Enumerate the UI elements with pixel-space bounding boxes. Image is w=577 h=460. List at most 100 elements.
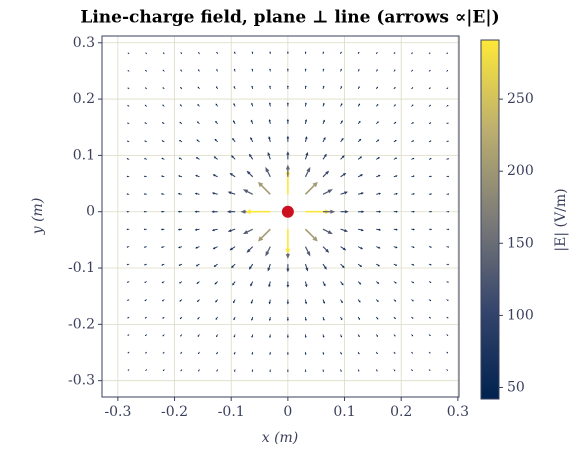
field-arrow (229, 173, 236, 178)
field-arrow (446, 281, 449, 283)
field-arrow (194, 228, 200, 231)
field-arrow (257, 228, 271, 242)
field-arrow (269, 334, 272, 338)
field-arrow (195, 263, 200, 267)
field-arrow (250, 136, 254, 143)
field-arrow (161, 140, 165, 143)
field-arrow (357, 103, 361, 107)
field-arrow (246, 246, 254, 253)
field-arrow (196, 281, 200, 284)
colorbar-tick-label: 100 (507, 307, 534, 323)
field-arrow (357, 156, 363, 160)
field-arrow (340, 191, 348, 195)
field-arrow (197, 103, 200, 107)
field-arrow (446, 299, 449, 301)
field-arrow (393, 351, 396, 354)
field-arrow (322, 334, 325, 338)
field-arrow (251, 369, 254, 372)
field-arrow (428, 281, 432, 284)
field-arrow (286, 135, 290, 142)
field-arrow (211, 228, 218, 232)
y-tick-label: 0.3 (73, 35, 95, 51)
field-arrow (411, 263, 415, 266)
field-arrow (304, 334, 307, 338)
field-arrow (233, 85, 236, 90)
field-arrow (411, 104, 414, 107)
field-arrow (127, 52, 130, 55)
field-arrow (340, 210, 349, 214)
field-arrow (304, 136, 308, 142)
field-arrow (286, 118, 290, 124)
field-arrow (268, 136, 271, 142)
field-arrow (251, 102, 254, 107)
field-arrow (160, 210, 165, 213)
field-arrow (269, 369, 272, 373)
field-arrow (232, 299, 236, 304)
field-arrow (197, 299, 200, 303)
field-arrow (232, 281, 236, 286)
field-arrow (285, 164, 290, 177)
colorbar-tick-label: 250 (507, 91, 534, 107)
field-arrow (145, 87, 148, 90)
field-arrow (428, 193, 432, 196)
field-arrow (179, 104, 183, 107)
field-arrow (393, 316, 396, 320)
field-arrow (127, 334, 130, 336)
field-arrow (195, 246, 200, 249)
field-arrow (215, 334, 218, 338)
field-arrow (446, 175, 450, 178)
field-arrow (393, 263, 398, 266)
field-arrow (393, 281, 397, 284)
y-tick-label: -0.2 (68, 316, 95, 332)
field-arrow (144, 316, 147, 319)
field-arrow (304, 119, 308, 124)
field-arrow (393, 192, 398, 195)
x-axis-label: x (m) (262, 430, 299, 446)
field-arrow (197, 334, 200, 337)
field-arrow (375, 103, 379, 107)
field-arrow (180, 334, 183, 337)
field-arrow (194, 210, 200, 213)
field-arrow (145, 334, 148, 336)
field-arrow (376, 210, 382, 213)
field-arrow (357, 120, 361, 125)
field-arrow (162, 87, 165, 90)
field-arrow (340, 351, 343, 355)
field-arrow (446, 316, 449, 319)
field-arrow (357, 246, 364, 250)
field-arrow (233, 351, 236, 355)
field-arrow (198, 369, 200, 372)
field-arrow (162, 351, 165, 354)
field-arrow (286, 102, 289, 107)
field-arrow (340, 173, 347, 178)
field-arrow (177, 192, 182, 195)
field-arrow (269, 51, 272, 55)
field-arrow (375, 316, 379, 320)
field-arrow (323, 209, 336, 214)
y-tick-label: 0.2 (73, 91, 95, 107)
field-arrow (213, 156, 218, 160)
field-arrow (375, 369, 378, 372)
field-arrow (227, 228, 236, 232)
field-arrow (126, 246, 130, 248)
field-arrow (162, 369, 165, 372)
field-arrow (411, 299, 414, 302)
field-arrow (194, 192, 200, 195)
field-arrow (322, 85, 325, 90)
field-arrow (161, 157, 165, 160)
field-arrow (250, 281, 254, 287)
field-arrow (162, 334, 165, 337)
y-tick-label: -0.1 (68, 260, 95, 276)
field-arrow (446, 122, 449, 125)
field-arrow (393, 52, 396, 55)
field-arrow (357, 281, 362, 285)
field-arrow (322, 119, 325, 125)
field-arrow (214, 138, 218, 143)
field-arrow (195, 174, 200, 178)
field-arrow (357, 69, 360, 72)
field-arrow (304, 102, 307, 107)
field-arrow (126, 140, 130, 143)
field-arrow (322, 263, 327, 270)
field-arrow (286, 151, 290, 160)
field-arrow (411, 175, 415, 178)
